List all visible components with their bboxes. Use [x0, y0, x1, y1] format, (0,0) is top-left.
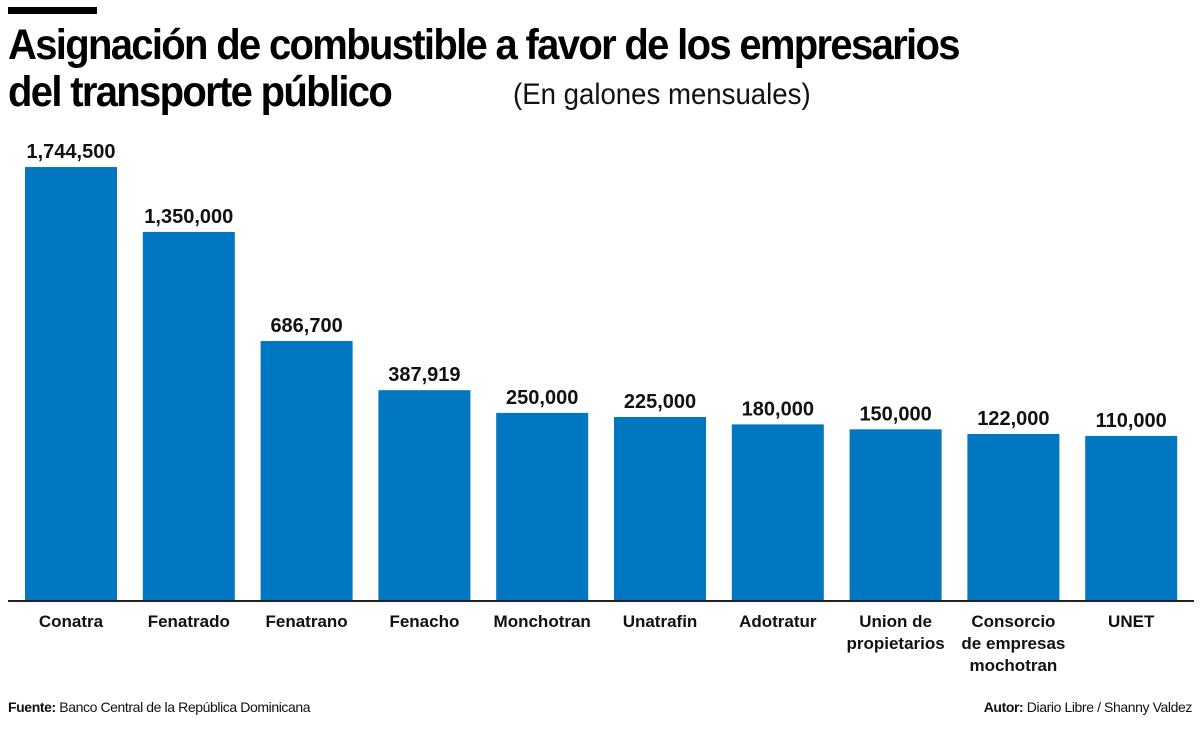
author-note: Autor: Diario Libre / Shanny Valdez [983, 699, 1193, 715]
category-label-line: Conatra [39, 612, 104, 631]
source-note: Fuente: Banco Central de la República Do… [8, 699, 311, 715]
author-label: Autor: [983, 699, 1024, 715]
category-label-line: Monchotran [494, 612, 591, 631]
source-label: Fuente: [8, 699, 56, 715]
category-label: Conatra [39, 612, 104, 631]
category-label: Monchotran [494, 612, 591, 631]
bar-fenatrano [260, 341, 353, 601]
value-label: 1,744,500 [27, 141, 116, 163]
category-label: Fenatrano [266, 612, 348, 631]
category-label-line: Adotratur [739, 612, 817, 631]
bar-consorcio-de-empresas-mochotran [967, 433, 1060, 601]
title-accent-bar [8, 7, 97, 14]
value-label: 387,919 [388, 364, 460, 386]
bar-fenatrado [142, 231, 235, 602]
bar-adotratur [731, 424, 824, 601]
source-text: Banco Central de la República Dominicana [59, 699, 311, 715]
category-label: Unatrafin [623, 612, 698, 631]
bar-unet [1085, 435, 1178, 601]
category-label: Adotratur [739, 612, 817, 631]
category-label-line: de empresas [961, 634, 1065, 653]
value-label: 180,000 [742, 398, 814, 420]
author-text: Diario Libre / Shanny Valdez [1026, 699, 1193, 715]
category-label: Fenacho [389, 612, 459, 631]
value-label: 110,000 [1096, 410, 1167, 432]
category-label-line: Unatrafin [623, 612, 698, 631]
category-label-line: Fenatrado [148, 612, 230, 631]
bar-fenacho [378, 390, 471, 601]
category-label-line: Fenatrano [266, 612, 348, 631]
category-label: Union de propietarios [846, 612, 944, 653]
value-label: 1,350,000 [144, 206, 233, 228]
category-label: Fenatrado [148, 612, 230, 631]
category-label: Consorcio de empresas mochotran [961, 612, 1065, 675]
category-label-line: Fenacho [389, 612, 459, 631]
bar-conatra [25, 167, 117, 601]
chart-title-line-2: del transporte público [8, 68, 393, 116]
category-label-line: Consorcio [971, 612, 1055, 631]
value-label: 250,000 [506, 387, 578, 409]
value-label: 150,000 [859, 403, 931, 425]
bar-unatrafin [614, 416, 706, 601]
category-label-line: propietarios [846, 634, 944, 653]
category-label-line: UNET [1108, 612, 1155, 631]
value-label: 122,000 [977, 408, 1049, 430]
value-label: 225,000 [624, 391, 696, 413]
category-label-line: mochotran [969, 656, 1057, 675]
chart-subtitle: (En galones mensuales) [513, 78, 811, 111]
category-label: UNET [1108, 612, 1155, 631]
chart-title-line-1: Asignación de combustible a favor de los… [8, 21, 960, 69]
bar-union-de-propietarios [849, 429, 942, 601]
category-label-line: Union de [859, 612, 932, 631]
value-label: 686,700 [270, 315, 342, 337]
chart-title: Asignación de combustible a favor de los… [8, 21, 960, 116]
bar-monchotran [496, 412, 589, 601]
